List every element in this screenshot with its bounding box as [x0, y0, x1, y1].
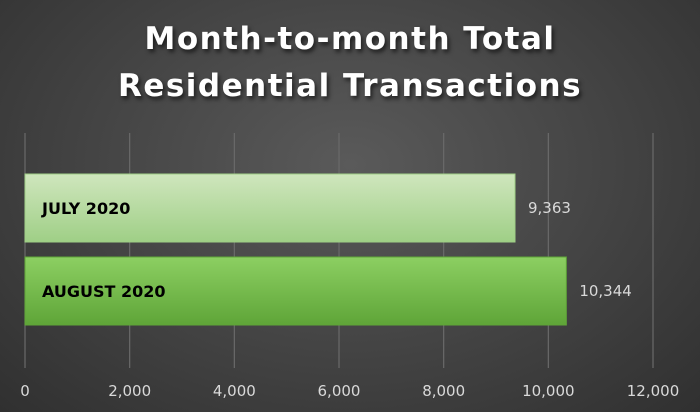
labels: 0 2,000 4,000 6,000 8,000 10,000 12,000 JULY 20…	[20, 199, 679, 400]
bar	[24, 256, 567, 326]
category-label: AUGUST 2020	[42, 282, 166, 301]
x-tick-label: 10,000	[522, 382, 575, 400]
x-tick-label: 12,000	[627, 382, 680, 400]
x-tick-label: 0	[20, 382, 30, 400]
x-tick-label: 2,000	[108, 382, 151, 400]
data-label: 10,344	[579, 282, 632, 300]
chart-title-line-1: Month-to-month Total	[144, 21, 556, 57]
x-tick-label: 4,000	[213, 382, 256, 400]
gridlines	[24, 133, 654, 368]
x-tick-label: 8,000	[422, 382, 465, 400]
x-tick-label: 6,000	[318, 382, 361, 400]
bars	[24, 173, 567, 326]
data-label: 9,363	[528, 199, 571, 217]
bar	[24, 173, 516, 243]
category-label: JULY 2020	[41, 199, 130, 218]
chart-title-line-2: Residential Transactions	[117, 68, 583, 104]
chart-title: Month-to-month Total Residential Transac…	[0, 16, 700, 110]
